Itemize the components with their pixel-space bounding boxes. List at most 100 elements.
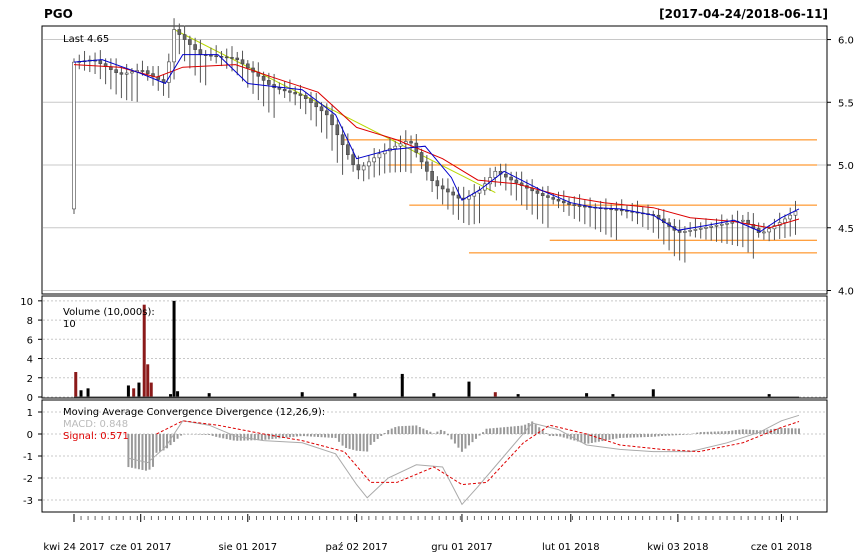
macd-histogram-bar (720, 431, 723, 434)
macd-histogram-bar (443, 431, 446, 434)
macd-histogram-bar (197, 434, 200, 435)
candle-body (683, 231, 687, 233)
macd-histogram-bar (492, 428, 495, 434)
x-tick-label: cze 01 2018 (751, 542, 812, 553)
macd-histogram-bar (727, 430, 730, 434)
candle-body (772, 225, 777, 230)
volume-bar (132, 388, 136, 397)
candle-body (293, 92, 297, 95)
y-tick-label: 1 (27, 408, 33, 419)
macd-histogram-bar (352, 434, 355, 450)
macd-histogram-bar (137, 434, 140, 470)
macd-histogram-bar (313, 434, 316, 437)
candle-body (730, 221, 735, 224)
candle-body (793, 211, 798, 216)
volume-bar (126, 385, 130, 397)
macd-histogram-bar (689, 434, 692, 435)
macd-histogram-bar (348, 434, 351, 449)
candle-body (288, 90, 292, 93)
macd-histogram-bar (309, 434, 312, 437)
volume-bar (432, 393, 436, 397)
macd-histogram-bar (798, 428, 800, 434)
macd-histogram-bar (541, 430, 544, 434)
macd-histogram-bar (159, 434, 162, 452)
macd-histogram-bar (359, 434, 362, 452)
macd-histogram-bar (246, 434, 249, 441)
volume-y-axis: 0 2 4 6 8 10 (20, 297, 42, 404)
macd-histogram-bar (657, 434, 660, 437)
macd-histogram-bar (369, 434, 372, 445)
macd-histogram-bar (675, 434, 678, 436)
macd-histogram-bar (457, 434, 460, 448)
macd-histogram-bar (299, 434, 302, 437)
macd-histogram-bar (341, 434, 344, 446)
macd-histogram-bar (134, 434, 137, 469)
candle-body (446, 188, 450, 193)
macd-histogram-bar (422, 428, 425, 434)
macd-histogram-bar (601, 434, 604, 442)
macd-histogram-bar (425, 430, 428, 434)
candle-body (309, 98, 313, 104)
candle-body (277, 87, 282, 90)
signal-line (156, 420, 800, 486)
candle-body (409, 141, 413, 144)
volume-bar (137, 382, 141, 397)
candle-body (693, 229, 698, 231)
volume-bar (79, 390, 83, 397)
macd-histogram-bar (517, 425, 520, 434)
candle-body (551, 197, 556, 200)
candle-body (330, 114, 334, 126)
macd-histogram-bar (183, 434, 186, 435)
macd-histogram-bar (731, 430, 734, 434)
macd-histogram-bar (692, 433, 695, 435)
macd-histogram-bar (173, 434, 176, 442)
macd-histogram-bar (278, 434, 281, 439)
candle-body (198, 49, 203, 55)
macd-histogram-bar (317, 434, 320, 437)
candle-body (72, 61, 76, 210)
macd-histogram-bar (460, 434, 463, 452)
macd-histogram-bar (429, 431, 432, 434)
x-tick-label: paź 02 2017 (325, 541, 387, 553)
x-tick-label: kwi 03 2018 (647, 542, 708, 553)
volume-bar (176, 391, 180, 397)
volume-bar (767, 394, 771, 397)
y-tick-label: -2 (23, 474, 33, 485)
macd-histogram-bar (211, 434, 214, 436)
y-tick-label: 10 (20, 297, 33, 308)
macd-histogram-bar (250, 434, 253, 441)
y-tick-label: -1 (23, 452, 33, 463)
volume-bar (467, 381, 471, 397)
candle-body (619, 209, 624, 212)
macd-histogram-bar (552, 434, 555, 437)
macd-histogram-bar (162, 434, 165, 451)
macd-histogram-bar (253, 434, 256, 441)
macd-histogram-bar (383, 433, 386, 434)
macd-histogram-bar (380, 434, 383, 436)
macd-histogram-bar (285, 434, 288, 438)
macd-histogram-bar (527, 423, 530, 434)
macd-histogram-bar (499, 427, 502, 434)
macd-histogram-bar (292, 434, 295, 437)
candle-body (514, 179, 519, 184)
candle-body (435, 180, 440, 187)
candle-body (372, 157, 376, 163)
candle-body (451, 191, 455, 196)
macd-histogram-bar (324, 434, 327, 438)
macd-histogram-bar (320, 434, 323, 438)
macd-histogram-bar (144, 434, 147, 471)
macd-histogram-bar (752, 429, 755, 434)
macd-histogram-bar (485, 428, 488, 434)
candle-body (704, 226, 708, 229)
macd-histogram-bar (187, 434, 190, 435)
candle-body (367, 161, 371, 167)
macd-histogram-bar (302, 434, 305, 437)
volume-bar (86, 388, 90, 397)
macd-histogram-bar (594, 434, 597, 443)
candle-body (298, 93, 303, 96)
macd-histogram-bar (668, 434, 671, 436)
candle-body (535, 190, 540, 194)
macd-histogram-bar (194, 434, 197, 435)
candle-body (419, 152, 424, 163)
macd-histogram-bar (724, 431, 727, 434)
